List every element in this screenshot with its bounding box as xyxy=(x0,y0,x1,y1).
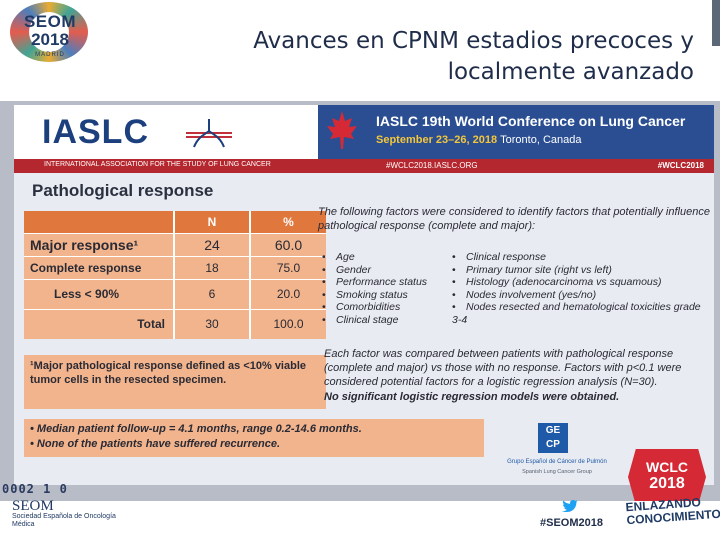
row-label: Complete response xyxy=(24,255,175,279)
page-title: Avances en CPNM estadios precoces y loca… xyxy=(224,26,694,88)
list-item: Clinical stage xyxy=(322,314,452,327)
followup-line-2: • None of the patients have suffered rec… xyxy=(30,438,280,450)
twitter-icon xyxy=(562,500,578,512)
wclc-badge-text: WCLC xyxy=(646,459,688,475)
list-item: Primary tumor site (right vs left) xyxy=(452,264,710,277)
followup-line-1: • Median patient follow-up = 4.1 months,… xyxy=(30,423,362,435)
row-pct: 75.0 xyxy=(250,255,326,279)
row-n: 18 xyxy=(174,255,251,279)
conference-banner: IASLC 19th World Conference on Lung Canc… xyxy=(318,105,714,159)
slide-header: IASLC IASLC 19th World Conference on Lun… xyxy=(14,105,714,173)
seom-2018-logo: SEOM 2018 MADRID xyxy=(4,2,96,66)
factors-intro: The following factors were considered to… xyxy=(318,206,710,232)
logo-seom-text: SEOM xyxy=(23,12,77,31)
maple-leaf-icon xyxy=(327,111,357,149)
row-pct: 20.0 xyxy=(250,278,326,309)
table-row: Less < 90% 6 20.0 xyxy=(24,278,326,309)
table-header-n: N xyxy=(174,211,251,233)
conclusion-text: No significant logistic regression model… xyxy=(324,391,620,403)
gecp-logo: GE CP Grupo Español de Cáncer de Pulmón … xyxy=(502,423,622,483)
conference-date-text: September 23–26, 2018 xyxy=(376,134,498,146)
wclc-badge-year: 2018 xyxy=(649,475,685,492)
table-header-row: N % xyxy=(24,211,326,233)
table-header-label xyxy=(24,211,175,233)
list-item: Comorbidities xyxy=(322,301,452,314)
row-label: Less < 90% xyxy=(24,278,175,309)
list-item: Age xyxy=(322,251,452,264)
conference-url: #WCLC2018.IASLC.ORG xyxy=(386,161,478,170)
table-footnote: ¹Major pathological response defined as … xyxy=(24,355,326,409)
followup-box: • Median patient follow-up = 4.1 months,… xyxy=(24,419,484,457)
row-label: Total xyxy=(24,308,175,339)
row-n: 30 xyxy=(174,308,251,339)
list-item: Nodes involvement (yes/no) xyxy=(452,289,710,302)
list-item: Performance status xyxy=(322,276,452,289)
footer-seom-name: SEOM xyxy=(12,498,54,514)
conference-hashtag: #WCLC2018 xyxy=(657,161,704,170)
slide-photo: IASLC IASLC 19th World Conference on Lun… xyxy=(0,101,720,501)
conference-slide: IASLC IASLC 19th World Conference on Lun… xyxy=(14,105,714,501)
list-item: Smoking status xyxy=(322,289,452,302)
row-pct: 100.0 xyxy=(250,308,326,339)
logo-ring xyxy=(10,2,88,62)
display-digits: 0002 1 0 xyxy=(2,482,68,496)
table-row: Complete response 18 75.0 xyxy=(24,255,326,279)
table-row: Major response¹ 24 60.0 xyxy=(24,232,326,256)
table-row: Total 30 100.0 xyxy=(24,308,326,339)
gecp-mark-bottom: CP xyxy=(546,439,560,450)
conference-title: IASLC 19th World Conference on Lung Canc… xyxy=(376,113,686,129)
row-n: 24 xyxy=(174,232,251,256)
gecp-name: Grupo Español de Cáncer de Pulmón xyxy=(507,459,607,465)
row-label: Major response¹ xyxy=(24,232,175,256)
factors-list-1: Age Gender Performance status Smoking st… xyxy=(322,251,452,326)
conference-location: Toronto, Canada xyxy=(500,134,582,146)
list-item: Clinical response xyxy=(452,251,710,264)
factors-list-2: Clinical response Primary tumor site (ri… xyxy=(452,251,710,326)
row-n: 6 xyxy=(174,278,251,309)
list-item: Histology (adenocarcinoma vs squamous) xyxy=(452,276,710,289)
list-item: Nodes resected and hematological toxicit… xyxy=(452,301,710,326)
response-table: N % Major response¹ 24 60.0 Complete res… xyxy=(24,211,326,339)
slide-red-strip: INTERNATIONAL ASSOCIATION FOR THE STUDY … xyxy=(14,159,714,173)
title-line-2: localmente avanzado xyxy=(447,59,694,85)
row-pct: 60.0 xyxy=(250,232,326,256)
logo-city-text: MADRID xyxy=(35,52,65,58)
gecp-subtitle: Spanish Lung Cancer Group xyxy=(522,469,592,475)
comparison-note: Each factor was compared between patient… xyxy=(324,348,682,388)
section-title: Pathological response xyxy=(32,181,214,200)
iaslc-full-name: INTERNATIONAL ASSOCIATION FOR THE STUDY … xyxy=(44,161,271,168)
wclc-2018-badge: WCLC 2018 xyxy=(628,449,706,501)
footer-hashtag: #SEOM2018 xyxy=(540,517,603,529)
table-header-pct: % xyxy=(250,211,326,233)
gecp-mark: GE CP xyxy=(538,423,568,453)
logo-year-text: 2018 xyxy=(31,30,69,49)
conference-dates: September 23–26, 2018 Toronto, Canada xyxy=(376,134,582,146)
list-item: Gender xyxy=(322,264,452,277)
footer-seom-full-name: Sociedad Española de Oncología Médica xyxy=(12,513,116,528)
footer-seom-logo: SEOM Sociedad Española de Oncología Médi… xyxy=(12,499,122,529)
iaslc-logo: IASLC xyxy=(42,113,149,151)
title-line-1: Avances en CPNM estadios precoces y xyxy=(253,28,694,54)
title-accent-bar xyxy=(712,0,720,46)
lung-icon xyxy=(186,119,232,148)
enlazando-conocimiento-logo: ENLAZANDO CONOCIMIENTO xyxy=(625,495,720,527)
gecp-mark-top: GE xyxy=(545,425,561,436)
